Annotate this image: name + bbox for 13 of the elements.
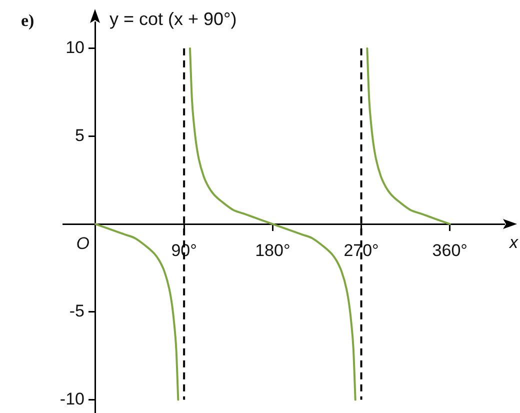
x-axis-title: x — [508, 233, 518, 252]
y-tick-label: -5 — [69, 302, 84, 321]
x-tick-label: 360° — [432, 240, 468, 260]
annotation: O — [76, 234, 90, 254]
y-axis-title: y = cot (x + 90°) — [109, 9, 237, 29]
x-tick-label: 180° — [255, 240, 290, 260]
y-tick-label: 5 — [75, 126, 84, 145]
y-tick-label: 10 — [66, 38, 84, 58]
x-tick-label: 90° — [171, 240, 197, 260]
chart-title: e) — [21, 11, 34, 30]
y-tick-label: -10 — [60, 389, 84, 408]
x-tick-label: 270° — [344, 240, 379, 260]
line-series — [366, 47, 451, 226]
